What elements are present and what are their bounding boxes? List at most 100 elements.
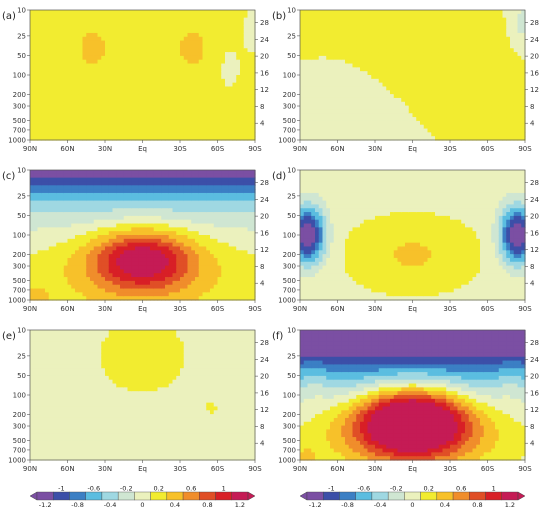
heatmap-cell: [506, 90, 510, 94]
heatmap-cell: [173, 79, 177, 83]
heatmap-cell: [143, 132, 147, 136]
heatmap-cell: [480, 56, 484, 60]
heatmap-cell: [143, 29, 147, 33]
heatmap-cell: [330, 41, 334, 45]
heatmap-cell: [120, 52, 124, 56]
heatmap-cell: [244, 129, 248, 133]
heatmap-cell: [323, 37, 327, 41]
heatmap-cell: [308, 83, 312, 87]
heatmap-cell: [383, 71, 387, 75]
heatmap-cell: [390, 90, 394, 94]
heatmap-cell: [71, 14, 75, 18]
heatmap-cell: [191, 106, 195, 110]
heatmap-cell: [435, 10, 439, 14]
heatmap-cell: [173, 48, 177, 52]
heatmap-cell: [165, 79, 169, 83]
heatmap-cell: [128, 37, 132, 41]
heatmap-cell: [105, 41, 109, 45]
heatmap-cell: [120, 10, 124, 14]
heatmap-cell: [439, 41, 443, 45]
heatmap-cell: [131, 129, 135, 133]
heatmap-cell: [154, 117, 158, 121]
heatmap-cell: [499, 102, 503, 106]
heatmap-cell: [488, 44, 492, 48]
heatmap-cell: [161, 41, 165, 45]
heatmap-cell: [64, 227, 68, 231]
heatmap-cell: [206, 79, 210, 83]
heatmap-cell: [154, 98, 158, 102]
heatmap-cell: [326, 121, 330, 125]
heatmap-cell: [64, 178, 68, 182]
heatmap-cell: [56, 269, 60, 273]
y2-tick-label: 24: [530, 36, 539, 44]
heatmap-cell: [338, 94, 342, 98]
heatmap-cell: [79, 281, 83, 285]
heatmap-cell: [146, 132, 150, 136]
heatmap-cell: [409, 121, 413, 125]
heatmap-cell: [68, 266, 72, 270]
heatmap-cell: [146, 48, 150, 52]
heatmap-cell: [71, 231, 75, 235]
heatmap-cell: [90, 254, 94, 258]
heatmap-cell: [191, 117, 195, 121]
heatmap-cell: [304, 94, 308, 98]
heatmap-cell: [401, 113, 405, 117]
heatmap-cell: [60, 193, 64, 197]
heatmap-cell: [41, 181, 45, 185]
heatmap-cell: [79, 98, 83, 102]
heatmap-cell: [176, 18, 180, 22]
heatmap-cell: [495, 109, 499, 113]
heatmap-cell: [218, 86, 222, 90]
heatmap-cell: [240, 10, 244, 14]
heatmap-cell: [469, 18, 473, 22]
heatmap-cell: [480, 86, 484, 90]
heatmap-cell: [75, 129, 79, 133]
heatmap-cell: [229, 29, 233, 33]
heatmap-cell: [514, 48, 518, 52]
heatmap-cell: [86, 254, 90, 258]
heatmap-cell: [476, 83, 480, 87]
heatmap-cell: [319, 106, 323, 110]
heatmap-cell: [45, 262, 49, 266]
heatmap-cell: [94, 56, 98, 60]
heatmap-cell: [409, 109, 413, 113]
heatmap-cell: [158, 106, 162, 110]
heatmap-cell: [124, 25, 128, 29]
heatmap-cell: [71, 189, 75, 193]
heatmap-cell: [83, 21, 87, 25]
heatmap-cell: [161, 52, 165, 56]
heatmap-cell: [240, 21, 244, 25]
heatmap-cell: [210, 132, 214, 136]
heatmap-cell: [341, 25, 345, 29]
heatmap-cell: [116, 86, 120, 90]
heatmap-cell: [139, 71, 143, 75]
heatmap-cell: [383, 67, 387, 71]
heatmap-cell: [390, 71, 394, 75]
heatmap-cell: [94, 129, 98, 133]
heatmap-cell: [64, 29, 68, 33]
heatmap-cell: [79, 224, 83, 228]
heatmap-cell: [420, 86, 424, 90]
heatmap-cell: [176, 98, 180, 102]
heatmap-cell: [30, 64, 34, 68]
heatmap-cell: [473, 86, 477, 90]
heatmap-cell: [371, 41, 375, 45]
heatmap-cell: [308, 52, 312, 56]
heatmap-cell: [49, 18, 53, 22]
heatmap-cell: [424, 64, 428, 68]
heatmap-cell: [454, 106, 458, 110]
heatmap-cell: [45, 113, 49, 117]
heatmap-cell: [98, 208, 102, 212]
heatmap-cell: [386, 109, 390, 113]
heatmap-cell: [308, 113, 312, 117]
heatmap-cell: [233, 14, 237, 18]
heatmap-cell: [94, 170, 98, 174]
heatmap-cell: [484, 67, 488, 71]
heatmap-cell: [116, 281, 120, 285]
heatmap-cell: [38, 37, 42, 41]
heatmap-cell: [353, 117, 357, 121]
heatmap-cell: [218, 98, 222, 102]
heatmap-cell: [431, 25, 435, 29]
heatmap-cell: [68, 29, 72, 33]
heatmap-cell: [424, 129, 428, 133]
